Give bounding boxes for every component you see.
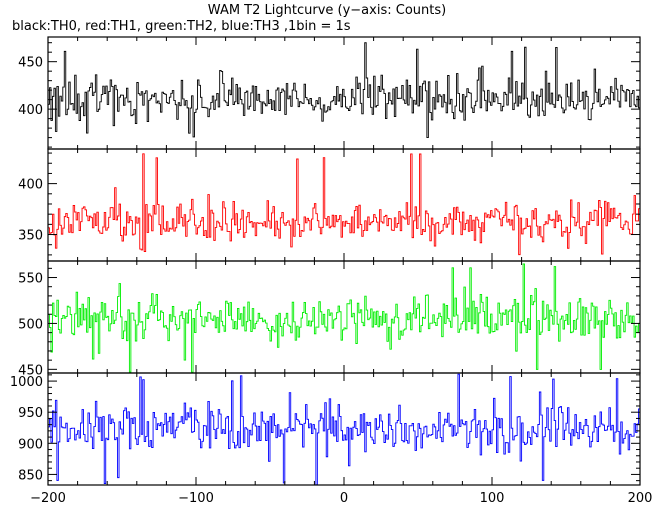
panel-th3: 850 900 950 1000 [10,372,641,486]
series-th3-line [48,373,640,485]
x-tick-label: 100 [480,491,505,505]
panel-frame [47,148,641,262]
chart-title: WAM T2 Lightcurve (y−axis: Counts) [208,3,446,18]
y-tick-label: 950 [18,406,43,421]
series-th1-line [48,153,640,256]
x-axis: −200 −100 0 100 200 [30,491,653,506]
series-th0-line [48,42,640,138]
y-tick-label: 400 [18,103,43,118]
panels-layer: 400 450 350 400 450 500 550 850 900 950 1000 [10,36,641,486]
panel-th1: 350 400 [18,148,641,262]
x-tick-label: 0 [340,491,348,505]
y-tick-label: 450 [18,363,43,378]
panel-frame [47,260,641,374]
chart-subtitle: black:TH0, red:TH1, green:TH2, blue:TH3 … [12,19,351,34]
y-tick-label: 900 [18,437,43,452]
y-tick-label: 850 [18,468,43,483]
x-tick-label: 200 [628,491,653,505]
x-tick-label: −100 [178,491,214,505]
series-th2-line [48,263,640,373]
panel-th0: 400 450 [18,36,641,150]
y-tick-label: 450 [18,56,43,71]
y-tick-label: 350 [18,229,43,244]
panel-th2: 450 500 550 [18,260,641,378]
y-tick-label: 400 [18,178,43,193]
y-tick-label: 500 [18,317,43,332]
x-tick-label: −200 [30,491,66,505]
y-tick-label: 550 [18,272,43,287]
y-tick-label: 1000 [10,375,43,390]
